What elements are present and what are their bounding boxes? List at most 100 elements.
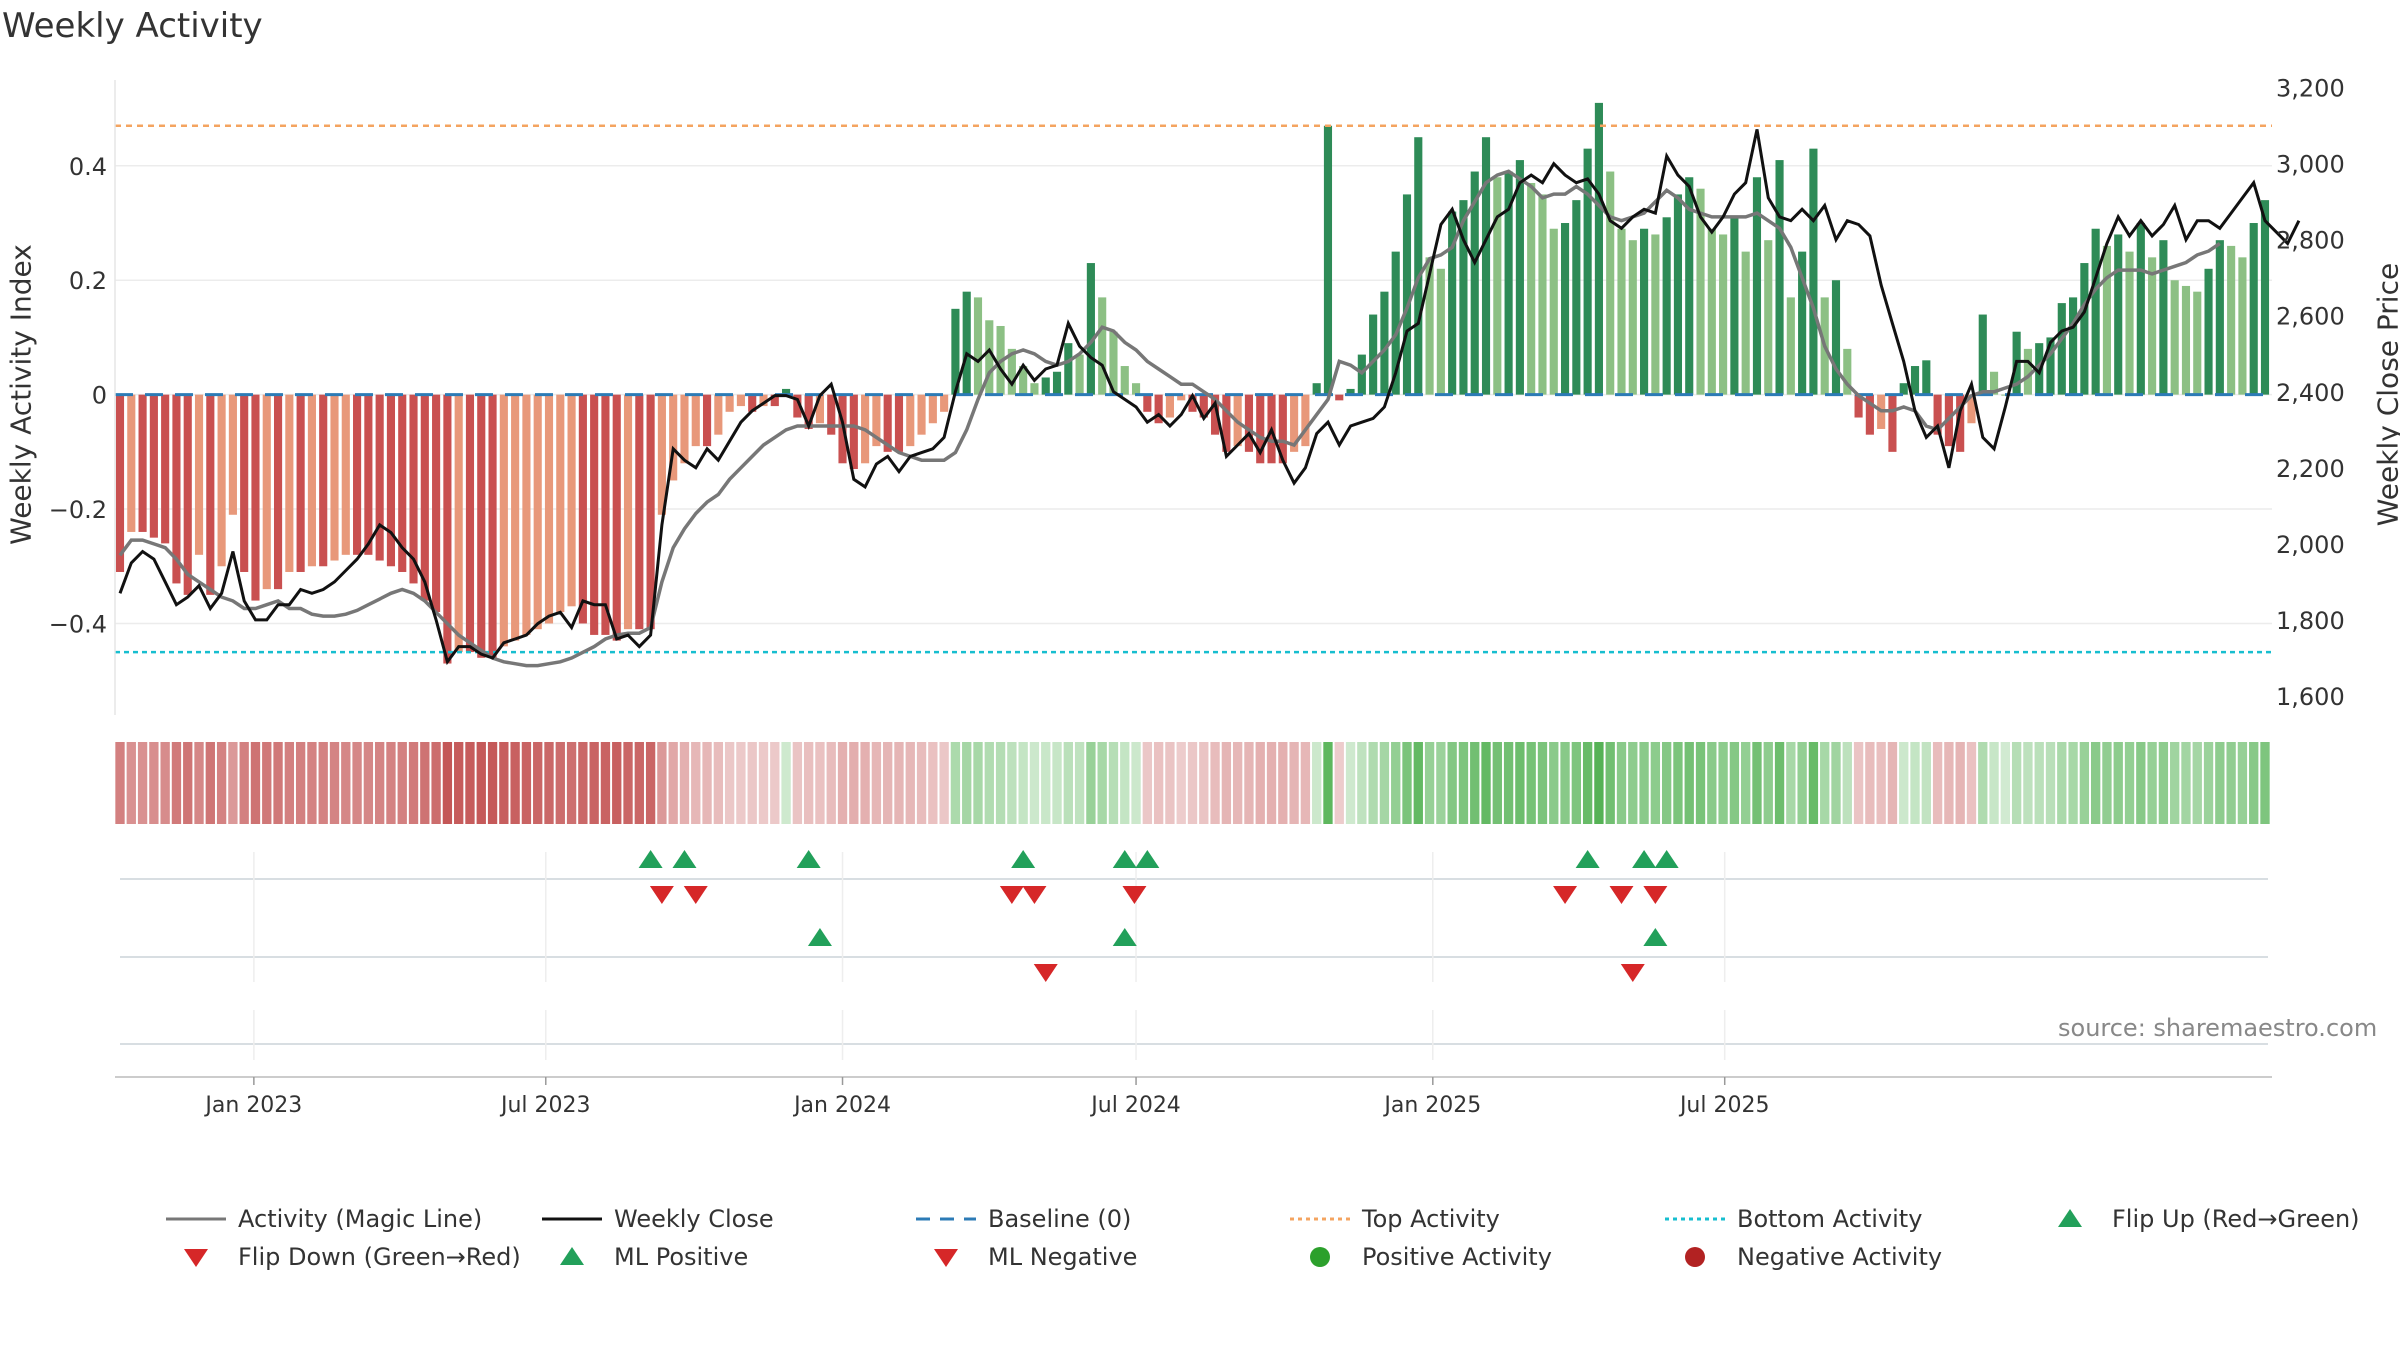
activity-bar: [2080, 263, 2089, 395]
heat-strip-cell: [1989, 742, 1999, 824]
chart-title: Weekly Activity: [2, 6, 263, 46]
activity-bar: [1865, 394, 1874, 435]
heat-strip-cell: [1628, 742, 1638, 824]
activity-bar: [1402, 194, 1412, 395]
activity-bar: [578, 394, 587, 624]
price-lines: [118, 129, 2301, 668]
activity-bar: [1730, 217, 1739, 395]
activity-bar: [2204, 268, 2213, 395]
legend-label: Weekly Close: [614, 1205, 774, 1233]
heat-strip-cell: [2203, 742, 2214, 824]
heat-strip-cell: [1639, 742, 1649, 824]
heat-strip-cell: [1402, 742, 1412, 824]
y-tick-label-left: −0.2: [49, 496, 107, 524]
activity-bar: [1380, 291, 1389, 395]
heat-strip-cell: [1808, 742, 1819, 824]
heat-strip-cell: [1650, 742, 1661, 824]
activity-bar: [2136, 223, 2145, 395]
flip-up-marker: [1632, 850, 1657, 868]
heat-strip-cell: [668, 742, 678, 824]
activity-bar: [465, 394, 475, 653]
activity-bar: [1628, 240, 1637, 395]
legend-item-top-activity: Top Activity: [1290, 1205, 1500, 1233]
legend-item-negative-activity: Negative Activity: [1665, 1243, 1942, 1271]
activity-bar: [1075, 354, 1084, 395]
heat-strip-cell: [1752, 742, 1762, 824]
activity-bar: [251, 394, 260, 601]
heat-strip-cell: [1831, 742, 1841, 824]
heat-strip-cell: [431, 742, 441, 824]
activity-bar: [2114, 234, 2123, 395]
activity-bar: [556, 394, 565, 613]
heat-strip-cell: [465, 742, 475, 824]
flip-up-marker: [672, 850, 697, 868]
flip-up-marker: [1135, 850, 1160, 868]
heat-strip-cell: [645, 742, 656, 824]
heat-strip-cell: [2023, 742, 2033, 824]
activity-bar: [443, 394, 452, 664]
activity-bar: [1199, 394, 1208, 418]
heat-strip-cell: [228, 742, 238, 824]
activity-bar: [623, 394, 633, 630]
heat-strip-cell: [510, 742, 520, 824]
flip-down-marker: [1609, 886, 1634, 904]
heat-strip-cell: [1718, 742, 1728, 824]
activity-bar: [477, 394, 486, 658]
heat-strip-cell: [792, 742, 803, 824]
heat-strip-cell: [352, 742, 362, 824]
heat-strip-cell: [713, 742, 724, 824]
activity-bar: [1685, 177, 1694, 395]
activity-bar: [612, 394, 621, 641]
legend-label: ML Negative: [988, 1243, 1138, 1271]
heat-strip-cell: [1978, 742, 1988, 824]
heat-strip-cell: [1515, 742, 1525, 824]
activity-bar: [206, 394, 215, 595]
activity-bar: [1188, 394, 1197, 412]
heat-strip-cell: [487, 742, 498, 824]
activity-bar: [985, 320, 994, 395]
heat-strip-cell: [442, 742, 453, 824]
activity-bar: [307, 394, 316, 567]
activity-bar: [1425, 257, 1434, 395]
activity-bar: [544, 394, 554, 624]
heat-strip-cell: [1187, 742, 1198, 824]
activity-bar: [488, 394, 497, 658]
activity-bar: [1131, 383, 1141, 395]
activity-bar: [1775, 160, 1784, 395]
activity-bar: [1854, 394, 1863, 418]
heat-strip-cell: [420, 742, 430, 824]
heat-strip-cell: [137, 742, 148, 824]
activity-bar: [928, 394, 937, 424]
activity-bar: [533, 394, 542, 630]
heat-strip-cell: [702, 742, 712, 824]
activity-bar: [375, 394, 384, 561]
y-tick-label-right: 3,200: [2276, 75, 2345, 103]
heat-strip-cell: [1255, 742, 1265, 824]
heat-strip-cell: [1424, 742, 1435, 824]
flip-down-marker: [1022, 886, 1047, 904]
heat-strip-cell: [657, 742, 667, 824]
legend-item-bottom-activity: Bottom Activity: [1665, 1205, 1922, 1233]
activity-bar: [657, 394, 666, 515]
heat-strip-cell: [1108, 742, 1119, 824]
heat-strip-cell: [995, 742, 1006, 824]
heat-strip-cell: [1312, 742, 1322, 824]
heat-strip-cell: [566, 742, 577, 824]
heat-strip-cell: [1368, 742, 1378, 824]
y-tick-label-right: 2,600: [2276, 303, 2345, 331]
activity-bar: [1007, 348, 1016, 395]
heat-strip-cell: [1199, 742, 1209, 824]
heat-strip-cell: [160, 742, 170, 824]
activity-bar: [149, 394, 158, 538]
heat-strip-cell: [1289, 742, 1299, 824]
heat-strip-cell: [883, 742, 893, 824]
heat-strip-cell: [2045, 742, 2056, 824]
activity-bar: [1109, 331, 1118, 395]
activity-bar: [973, 297, 983, 395]
activity-bar: [2091, 228, 2100, 395]
heat-strip-cell: [849, 742, 859, 824]
heat-strip-cell: [205, 742, 215, 824]
activity-bar: [341, 394, 350, 555]
heat-strip-cell: [1537, 742, 1548, 824]
heat-strip-cell: [939, 742, 949, 824]
